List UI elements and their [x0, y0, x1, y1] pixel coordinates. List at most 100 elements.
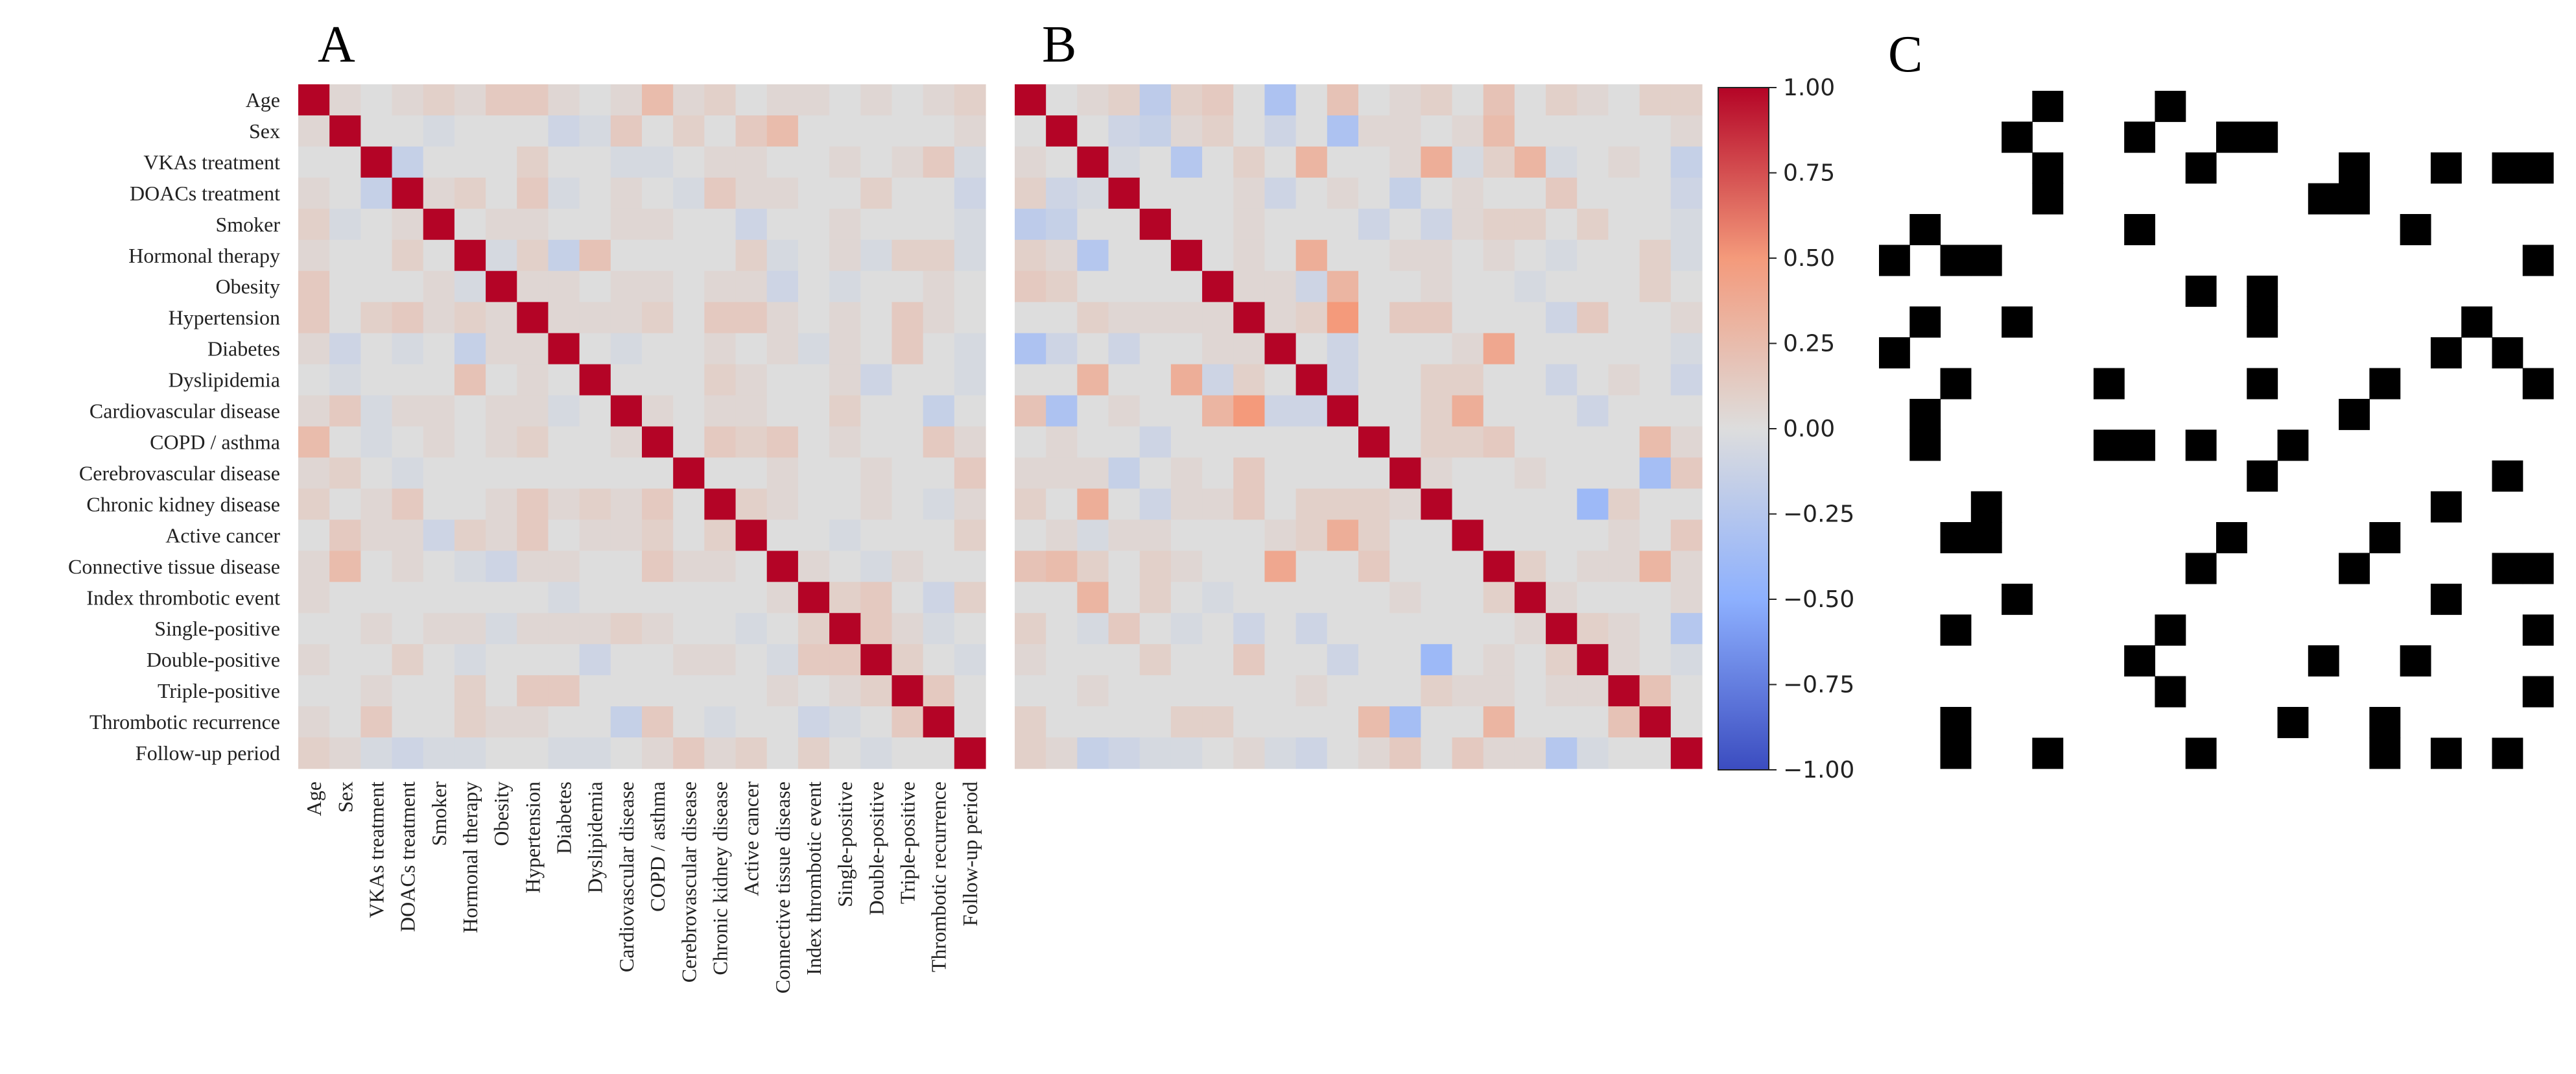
heatmap-b-cell: [1546, 270, 1578, 303]
heatmap-b-cell: [1546, 364, 1578, 396]
binary-cell: [2185, 429, 2217, 461]
heatmap-a-cell: [360, 582, 393, 614]
heatmap-a-cell: [517, 302, 549, 334]
heatmap-b-cell: [1483, 426, 1515, 459]
heatmap-a-cell: [486, 582, 517, 614]
binary-cell: [2400, 645, 2431, 677]
heatmap-b-cell: [1046, 115, 1078, 147]
heatmap-a-cell: [673, 270, 705, 303]
heatmap-a-cell: [892, 115, 924, 147]
binary-cell: [1879, 337, 1910, 369]
panel-label-b: B: [1042, 16, 1076, 73]
heatmap-a-cell: [923, 737, 955, 769]
heatmap-b-cell: [1046, 426, 1078, 459]
heatmap-b-cell: [1483, 457, 1515, 490]
binary-cell: [2492, 152, 2523, 184]
heatmap-b-cell: [1327, 364, 1359, 396]
heatmap-b-cell: [1608, 333, 1640, 365]
heatmap-a-cell: [829, 613, 861, 645]
heatmap-a-cell: [892, 488, 924, 520]
heatmap-b-cell: [1233, 644, 1266, 676]
heatmap-a-cell: [360, 333, 393, 365]
heatmap-b-cell: [1015, 551, 1046, 582]
heatmap-b-cell: [1483, 613, 1515, 645]
heatmap-a-cell: [829, 333, 861, 365]
heatmap-a-cell: [860, 582, 893, 614]
heatmap-a-cell: [766, 364, 799, 396]
heatmap-b-cell: [1608, 115, 1640, 147]
heatmap-b-cell: [1170, 208, 1203, 241]
heatmap-a-cell: [735, 270, 768, 303]
heatmap-a-cell: [892, 177, 924, 209]
row-label: Diabetes: [207, 337, 280, 361]
heatmap-b-cell: [1546, 208, 1578, 241]
heatmap-b-cell: [1452, 302, 1484, 334]
heatmap-b-cell: [1452, 644, 1484, 676]
heatmap-b-cell: [1577, 457, 1609, 490]
heatmap-b-cell: [1139, 706, 1172, 738]
heatmap-b-cell: [1327, 457, 1359, 490]
heatmap-b-cell: [1546, 146, 1578, 178]
heatmap-b-cell: [1670, 613, 1703, 645]
heatmap-b-cell: [1452, 426, 1484, 459]
heatmap-b-cell: [1546, 426, 1578, 459]
heatmap-a-cell: [704, 675, 737, 707]
binary-cell: [2369, 737, 2401, 769]
heatmap-a-cell: [923, 675, 955, 707]
heatmap-a-cell: [454, 737, 486, 769]
heatmap-a-cell: [329, 488, 361, 520]
heatmap-b-cell: [1264, 364, 1297, 396]
col-label: Smoker: [427, 782, 451, 846]
heatmap-b-cell: [1233, 239, 1266, 272]
heatmap-b-cell: [1608, 488, 1640, 520]
heatmap-a-cell: [860, 613, 893, 645]
row-label: Cerebrovascular disease: [79, 461, 280, 484]
heatmap-b-cell: [1046, 177, 1078, 209]
heatmap-b-cell: [1077, 177, 1109, 209]
heatmap-a-cell: [423, 177, 455, 209]
heatmap-a-cell: [954, 613, 986, 645]
heatmap-a-cell: [360, 115, 393, 147]
heatmap-a-cell: [860, 737, 893, 769]
heatmap-b-cell: [1639, 582, 1672, 614]
heatmap-a-cell: [860, 84, 893, 116]
heatmap-a-cell: [704, 582, 737, 614]
heatmap-b-cell: [1295, 395, 1328, 427]
heatmap-a-cell: [454, 333, 486, 365]
heatmap-a-cell: [735, 84, 768, 116]
heatmap-b-cell: [1233, 270, 1266, 303]
heatmap-b-cell: [1483, 582, 1515, 614]
binary-matrix-c: [1879, 91, 2554, 769]
heatmap-b-cell: [1015, 270, 1046, 303]
heatmap-a-cell: [954, 177, 986, 209]
heatmap-b-cell: [1202, 395, 1234, 427]
heatmap-a-cell: [642, 146, 674, 178]
heatmap-a-cell: [486, 613, 517, 645]
heatmap-a-cell: [548, 675, 580, 707]
heatmap-a-cell: [423, 208, 455, 241]
heatmap-b-cell: [1421, 239, 1453, 272]
heatmap-a-cell: [517, 551, 549, 582]
heatmap-a-cell: [610, 333, 643, 365]
heatmap-a-cell: [392, 302, 424, 334]
heatmap-a-cell: [454, 177, 486, 209]
heatmap-b-cell: [1015, 675, 1046, 707]
heatmap-a-cell: [486, 115, 517, 147]
heatmap-a-cell: [892, 84, 924, 116]
heatmap-a-cell: [454, 457, 486, 490]
heatmap-a-cell: [923, 177, 955, 209]
heatmap-a-cell: [735, 395, 768, 427]
heatmap-a-cell: [610, 146, 643, 178]
heatmap-a-cell: [454, 706, 486, 738]
heatmap-b-cell: [1639, 364, 1672, 396]
heatmap-b-cell: [1264, 457, 1297, 490]
heatmap-a-cell: [860, 364, 893, 396]
row-label: Single-positive: [154, 617, 280, 640]
heatmap-a-cell: [704, 551, 737, 582]
heatmap-b-cell: [1327, 488, 1359, 520]
heatmap-a-cell: [673, 613, 705, 645]
binary-cell: [2492, 737, 2523, 769]
heatmap-a-cell: [673, 488, 705, 520]
heatmap-b-cell: [1639, 706, 1672, 738]
heatmap-a-cell: [423, 426, 455, 459]
